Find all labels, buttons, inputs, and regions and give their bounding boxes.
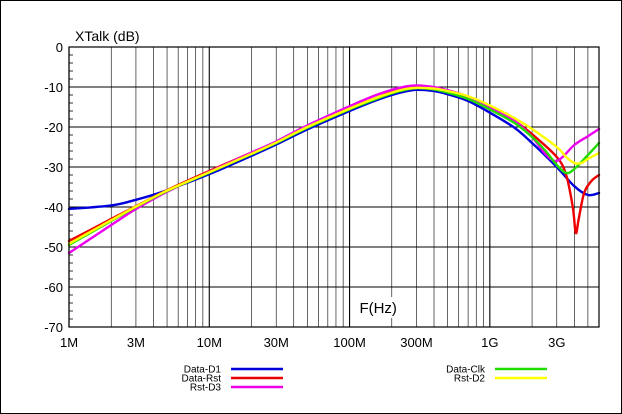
grid	[68, 46, 600, 328]
y-tick-label: -50	[44, 240, 63, 255]
x-axis-label: F(Hz)	[359, 300, 397, 317]
series-line-rst-d2	[67, 86, 601, 245]
x-tick-label: 3G	[548, 335, 565, 350]
tick-labels: 1M 3M 10M 30M 100M 300M 1G 3G 0 -10 -20 -30 -40 -50 -6…	[44, 40, 565, 350]
x-tick-label: 1G	[481, 335, 498, 350]
x-tick-label: 10M	[197, 335, 222, 350]
y-axis-label: XTalk (dB)	[75, 28, 140, 44]
legend-label: Rst-D3	[190, 383, 222, 394]
series-line-data-rst	[67, 86, 601, 243]
series-line-rst-d3	[67, 84, 601, 255]
y-tick-label: -70	[44, 320, 63, 335]
plot-border	[68, 46, 600, 328]
x-tick-label: 1M	[60, 335, 78, 350]
x-tick-label: 30M	[264, 335, 289, 350]
legend-label: Data-Rst	[182, 374, 222, 385]
y-tick-label: -40	[44, 200, 63, 215]
legend-label: Data-Clk	[446, 365, 486, 376]
y-tick-label: -20	[44, 120, 63, 135]
series-line-data-d1	[67, 88, 601, 211]
y-tick-label: -60	[44, 280, 63, 295]
y-tick-label: -30	[44, 160, 63, 175]
x-tick-label: 3M	[127, 335, 145, 350]
x-tick-label: 300M	[400, 335, 433, 350]
y-axis-label-background	[73, 27, 163, 45]
series-lines	[67, 84, 601, 255]
x-axis-label-background	[352, 297, 405, 318]
legend-label: Data-D1	[184, 365, 222, 376]
y-tick-label: -10	[44, 80, 63, 95]
x-tick-label: 100M	[333, 335, 366, 350]
legend-label: Rst-D2	[454, 374, 486, 385]
y-tick-label: 0	[56, 40, 63, 55]
